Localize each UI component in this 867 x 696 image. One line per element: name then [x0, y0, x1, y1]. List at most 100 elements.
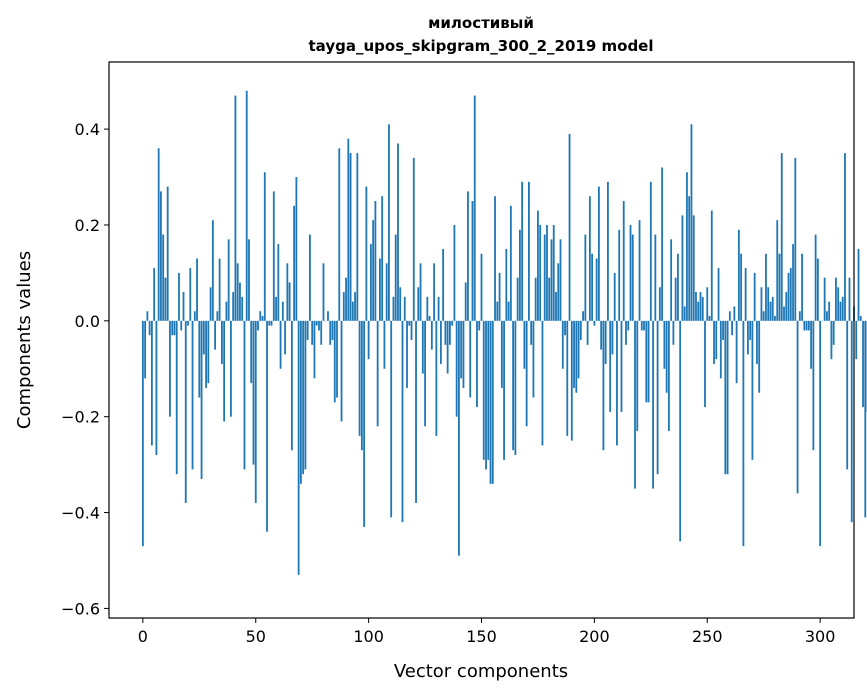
bar: [270, 320, 273, 326]
bar: [807, 320, 810, 331]
bar-series: [141, 90, 867, 575]
bar: [783, 306, 785, 321]
bar: [220, 320, 223, 364]
bar: [530, 320, 533, 345]
bar: [862, 320, 864, 408]
bar: [187, 320, 189, 326]
bar: [424, 320, 426, 427]
bar: [171, 320, 174, 336]
bar: [604, 320, 607, 364]
bar: [333, 320, 336, 403]
bar: [774, 316, 776, 321]
bar: [622, 201, 625, 321]
bar: [243, 320, 246, 470]
bar: [311, 320, 314, 345]
bar: [451, 320, 454, 326]
bar: [286, 263, 289, 321]
bar: [647, 320, 650, 403]
bar: [268, 320, 271, 326]
bar: [184, 320, 187, 503]
bar: [390, 320, 393, 518]
bar: [509, 205, 512, 321]
bar: [155, 320, 158, 456]
bar: [496, 301, 499, 321]
bar: [428, 316, 431, 321]
bar: [315, 320, 318, 326]
bar: [250, 320, 253, 384]
bar: [636, 320, 639, 432]
bar: [148, 320, 151, 336]
bar: [586, 320, 589, 345]
bar: [654, 234, 657, 321]
bar: [469, 320, 472, 398]
bar: [351, 301, 354, 321]
y-tick-label: −0.2: [61, 408, 100, 427]
bar: [444, 320, 447, 345]
bar: [616, 320, 618, 446]
bar: [828, 301, 831, 321]
bar: [701, 296, 704, 321]
bar: [239, 282, 241, 321]
x-tick-label: 300: [805, 627, 836, 646]
bar: [442, 248, 445, 321]
bar: [656, 320, 659, 475]
bar: [252, 320, 255, 465]
bar: [638, 220, 641, 321]
bar: [200, 320, 203, 479]
bar: [611, 320, 614, 355]
bar: [559, 239, 562, 321]
bar: [803, 320, 806, 331]
bar: [476, 320, 478, 408]
bar: [692, 215, 695, 321]
bar: [406, 320, 408, 388]
bar: [360, 320, 363, 451]
bar: [234, 95, 237, 321]
bar: [480, 253, 483, 321]
bar: [514, 320, 517, 456]
bar: [857, 248, 860, 321]
bar: [749, 320, 752, 340]
bar: [679, 320, 682, 542]
bar: [588, 196, 591, 321]
x-tick-label: 250: [692, 627, 723, 646]
bar: [500, 320, 503, 388]
x-axis-ticks: 0 50 100 150 200 250 300: [138, 618, 836, 646]
bar: [568, 133, 571, 321]
bar: [430, 320, 433, 350]
bar: [367, 320, 370, 360]
bar: [164, 277, 167, 321]
bar: [841, 296, 844, 321]
bar: [826, 311, 828, 321]
bar: [290, 320, 293, 451]
bar: [349, 153, 352, 321]
bar: [753, 272, 756, 321]
bar: [376, 320, 379, 427]
y-tick-label: 0.2: [75, 216, 100, 235]
bar: [661, 167, 664, 321]
bar: [595, 258, 598, 321]
bar: [261, 316, 264, 321]
bar: [245, 90, 248, 321]
bar: [620, 320, 623, 412]
bar: [584, 234, 587, 321]
bar: [467, 191, 469, 321]
bar: [823, 277, 826, 321]
bar: [417, 287, 420, 321]
bar: [437, 296, 440, 321]
bar: [435, 320, 438, 436]
bar: [742, 320, 745, 547]
y-tick-label: −0.6: [61, 599, 100, 618]
bar: [801, 253, 803, 321]
bar: [166, 186, 169, 321]
bar: [844, 153, 846, 321]
bar: [141, 320, 144, 547]
bar: [645, 320, 648, 403]
y-axis-ticks: −0.6 −0.4 −0.2 0.0 0.2 0.4: [61, 120, 109, 618]
bar: [816, 258, 819, 321]
bar: [306, 320, 309, 340]
bar: [223, 320, 226, 422]
bar: [582, 311, 584, 321]
bar: [719, 320, 722, 379]
bar: [388, 124, 390, 321]
bar: [846, 320, 849, 470]
